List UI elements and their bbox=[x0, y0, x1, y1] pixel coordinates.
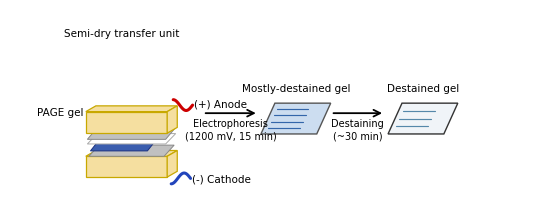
Polygon shape bbox=[87, 127, 175, 139]
Text: Mostly-destained gel: Mostly-destained gel bbox=[241, 84, 350, 94]
Polygon shape bbox=[388, 103, 458, 134]
Text: Destained gel: Destained gel bbox=[387, 84, 459, 94]
Polygon shape bbox=[167, 150, 177, 177]
Polygon shape bbox=[86, 150, 177, 156]
Text: (+) Anode: (+) Anode bbox=[194, 99, 247, 109]
Polygon shape bbox=[90, 138, 157, 151]
Polygon shape bbox=[86, 156, 167, 177]
Text: PAGE gel: PAGE gel bbox=[37, 108, 84, 118]
Polygon shape bbox=[87, 134, 175, 144]
Text: (-) Cathode: (-) Cathode bbox=[192, 174, 251, 184]
Text: Semi-dry transfer unit: Semi-dry transfer unit bbox=[64, 29, 179, 39]
Polygon shape bbox=[86, 106, 177, 112]
Polygon shape bbox=[167, 106, 177, 133]
Text: Electrophoresis
(1200 mV, 15 min): Electrophoresis (1200 mV, 15 min) bbox=[185, 119, 277, 142]
Polygon shape bbox=[86, 112, 167, 133]
Polygon shape bbox=[89, 145, 174, 156]
Polygon shape bbox=[261, 103, 331, 134]
Text: Destaining
(~30 min): Destaining (~30 min) bbox=[332, 119, 384, 142]
